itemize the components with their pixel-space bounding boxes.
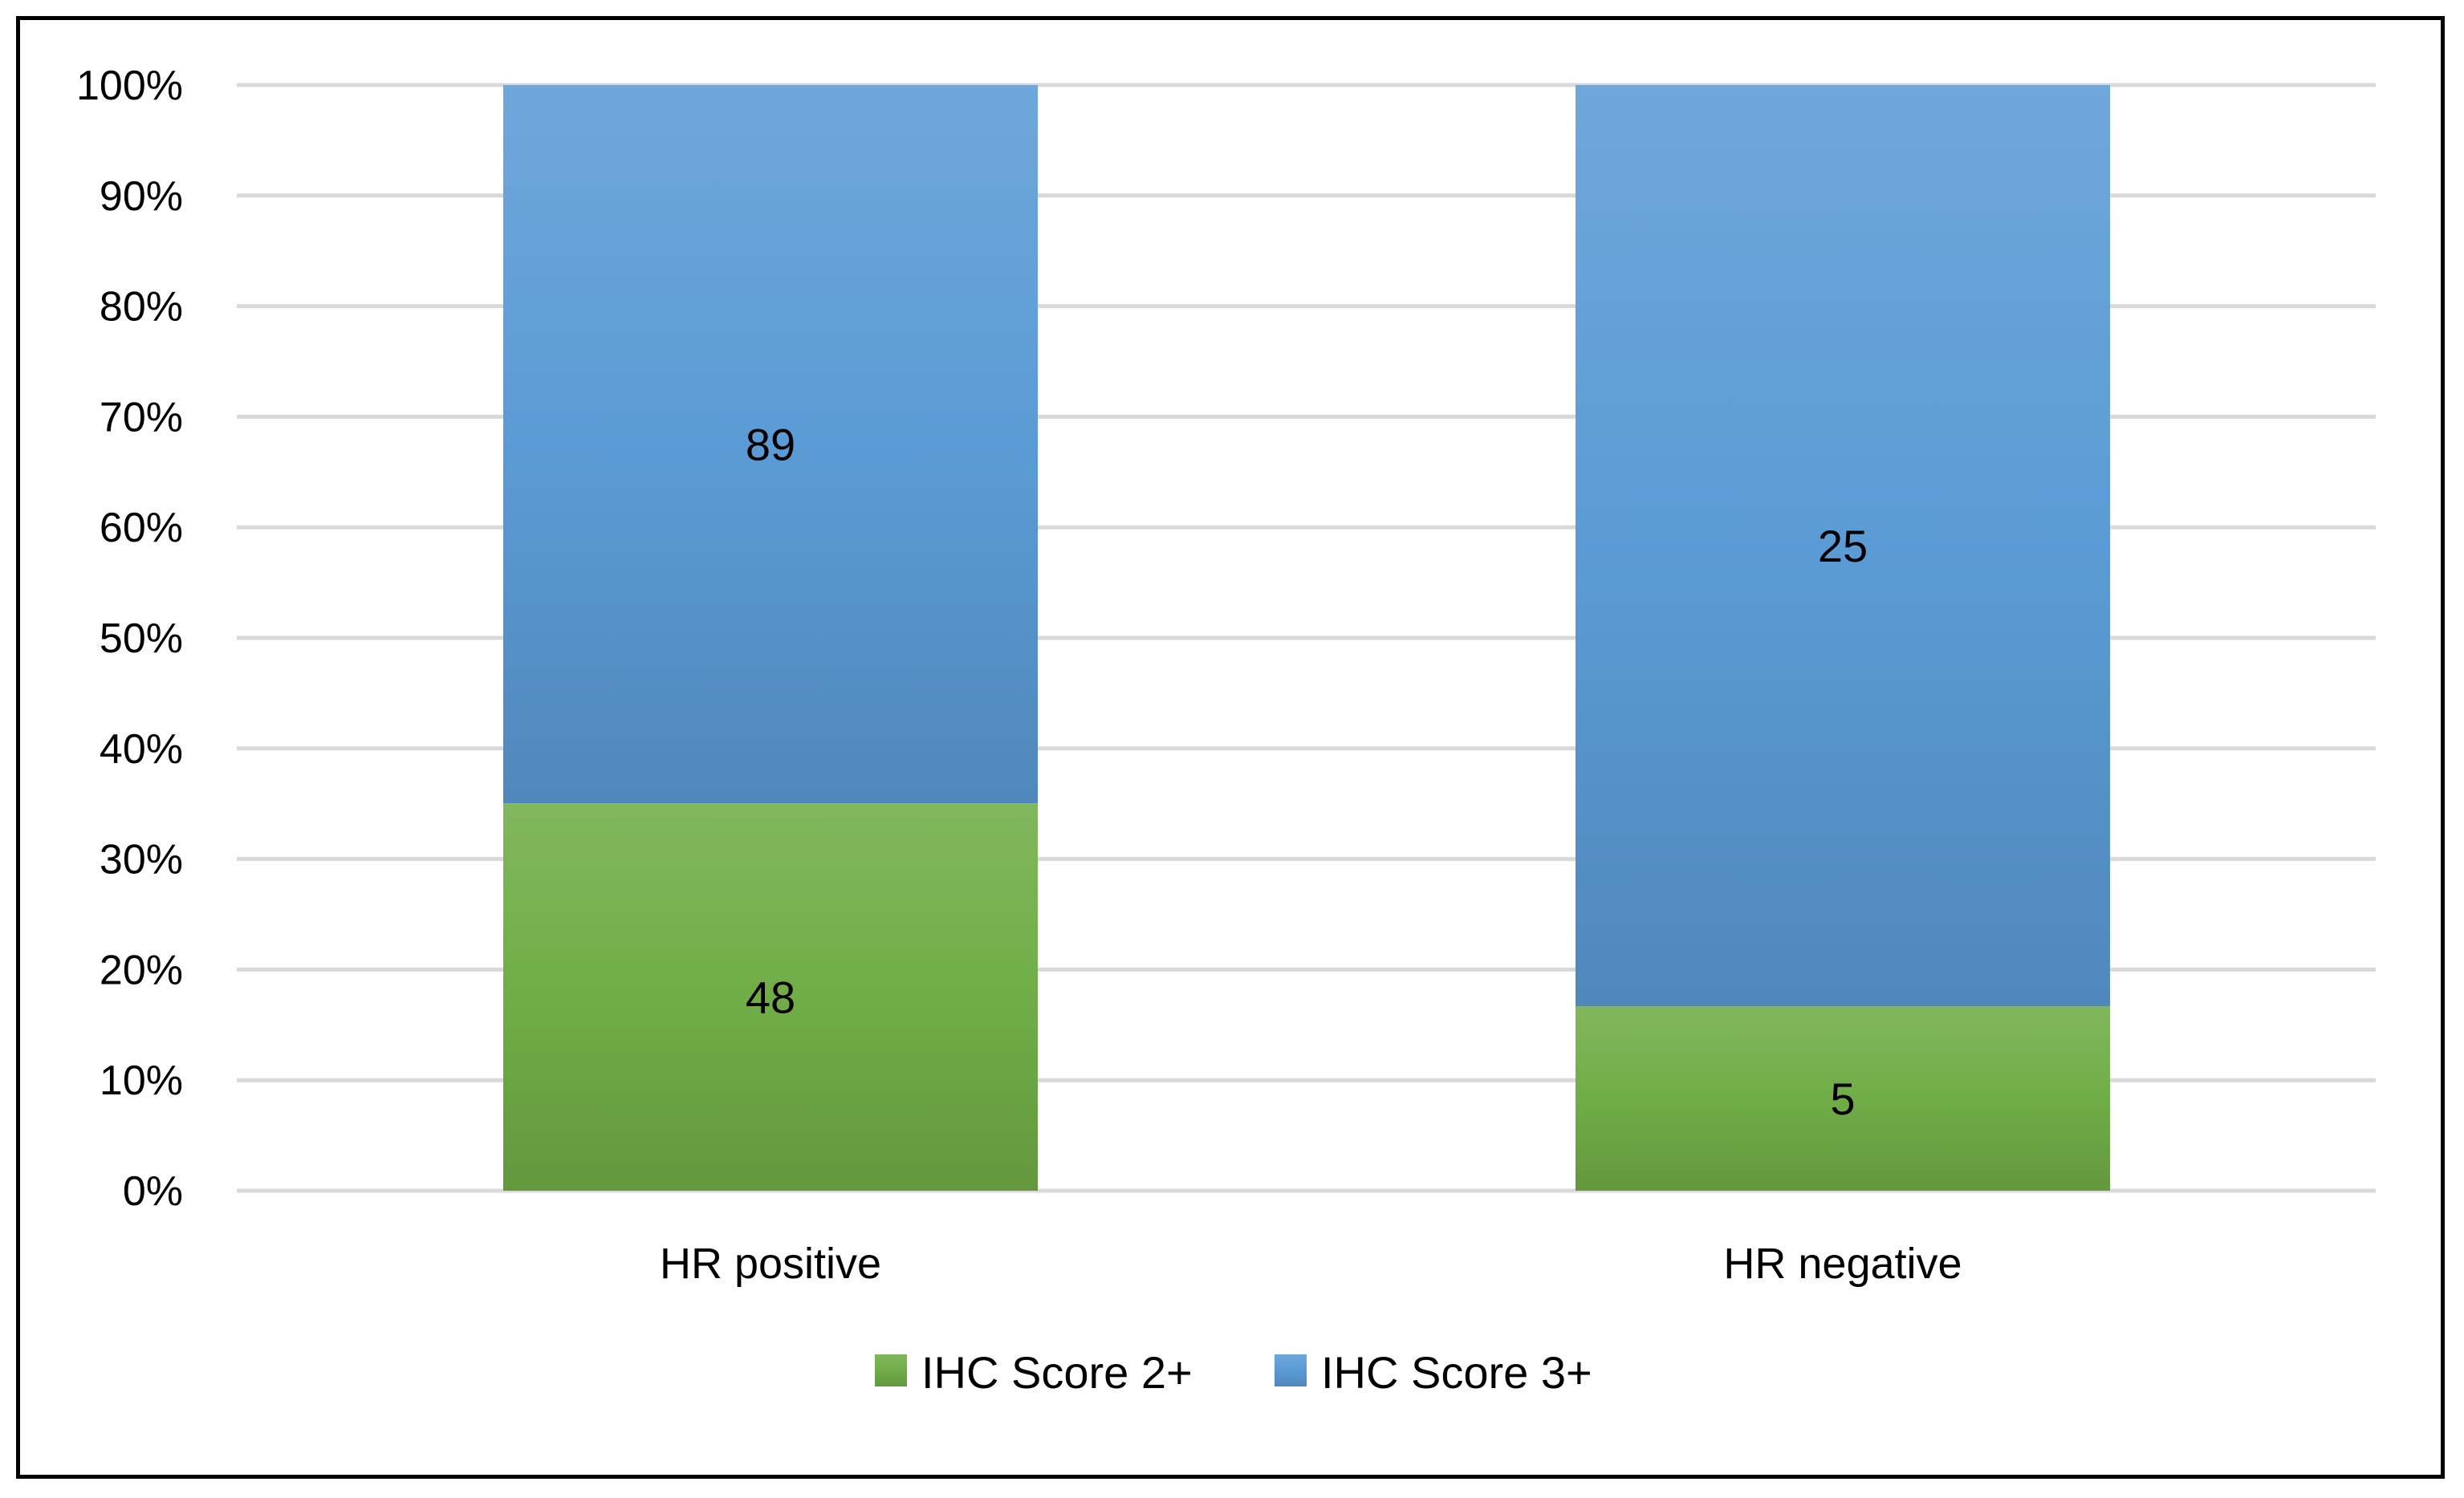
y-tick-label: 100%: [76, 63, 183, 109]
data-label: 48: [746, 972, 795, 1023]
data-label: 5: [1830, 1074, 1855, 1124]
x-tick-label: HR positive: [660, 1240, 881, 1288]
y-tick-label: 50%: [100, 615, 183, 662]
y-tick-label: 70%: [100, 394, 183, 440]
bars: 48 89 5 25: [503, 85, 2110, 1191]
legend-swatch-ihc-score-3: [1275, 1354, 1307, 1386]
bar-hr-negative-ihc-score-3: [1576, 85, 2110, 1007]
y-tick-label: 60%: [100, 505, 183, 551]
legend-label: IHC Score 2+: [921, 1347, 1193, 1398]
y-tick-label: 80%: [100, 284, 183, 331]
legend: IHC Score 2+ IHC Score 3+: [875, 1347, 1592, 1398]
legend-swatch-ihc-score-2: [875, 1354, 907, 1386]
y-tick-label: 20%: [100, 947, 183, 993]
y-tick-label: 40%: [100, 726, 183, 773]
bar-hr-positive-ihc-score-2: [503, 803, 1038, 1191]
x-axis-labels: HR positive HR negative: [660, 1240, 1962, 1288]
legend-label: IHC Score 3+: [1321, 1347, 1592, 1398]
y-tick-label: 10%: [100, 1058, 183, 1104]
bar-hr-positive-ihc-score-3: [503, 85, 1038, 804]
x-tick-label: HR negative: [1723, 1240, 1962, 1288]
y-tick-label: 0%: [123, 1168, 183, 1215]
bar-hr-negative-ihc-score-2: [1576, 1006, 2110, 1191]
data-label: 89: [746, 420, 795, 470]
y-tick-label: 90%: [100, 173, 183, 220]
data-label: 25: [1818, 521, 1868, 571]
y-axis-ticks: 0% 10% 20% 30% 40% 50% 60% 70% 80% 90% 100%: [76, 63, 183, 1215]
y-tick-label: 30%: [100, 837, 183, 883]
